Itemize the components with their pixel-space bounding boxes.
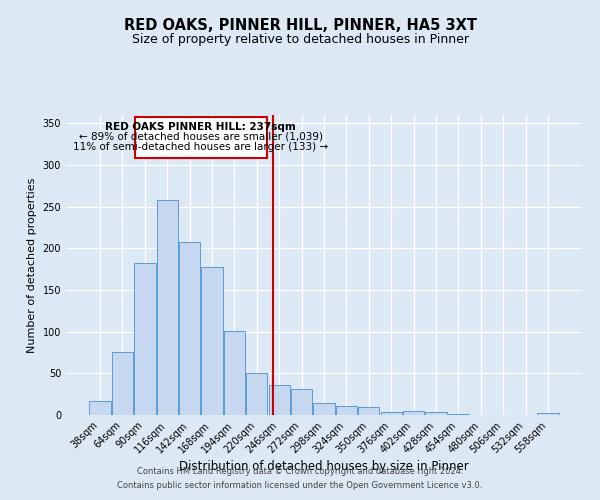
Bar bbox=[112, 352, 133, 415]
Text: Contains public sector information licensed under the Open Government Licence v3: Contains public sector information licen… bbox=[118, 481, 482, 490]
Text: 11% of semi-detached houses are larger (133) →: 11% of semi-detached houses are larger (… bbox=[73, 142, 328, 152]
Bar bbox=[380, 412, 402, 415]
Bar bbox=[134, 262, 155, 415]
Bar bbox=[269, 385, 290, 415]
Y-axis label: Number of detached properties: Number of detached properties bbox=[27, 178, 37, 352]
Bar bbox=[313, 404, 335, 415]
Bar bbox=[358, 406, 379, 415]
Bar bbox=[336, 406, 357, 415]
Text: Size of property relative to detached houses in Pinner: Size of property relative to detached ho… bbox=[131, 32, 469, 46]
Bar bbox=[537, 414, 559, 415]
Text: RED OAKS PINNER HILL: 237sqm: RED OAKS PINNER HILL: 237sqm bbox=[106, 122, 296, 132]
Bar bbox=[403, 411, 424, 415]
Bar bbox=[291, 389, 312, 415]
Bar bbox=[202, 266, 223, 415]
Bar bbox=[425, 412, 446, 415]
X-axis label: Distribution of detached houses by size in Pinner: Distribution of detached houses by size … bbox=[179, 460, 469, 473]
Bar bbox=[448, 414, 469, 415]
Bar bbox=[157, 200, 178, 415]
Bar bbox=[179, 242, 200, 415]
Bar bbox=[89, 401, 111, 415]
Text: Contains HM Land Registry data © Crown copyright and database right 2024.: Contains HM Land Registry data © Crown c… bbox=[137, 467, 463, 476]
Bar bbox=[246, 372, 268, 415]
Bar bbox=[224, 331, 245, 415]
Text: ← 89% of detached houses are smaller (1,039): ← 89% of detached houses are smaller (1,… bbox=[79, 132, 323, 141]
Bar bbox=[135, 116, 267, 158]
Text: RED OAKS, PINNER HILL, PINNER, HA5 3XT: RED OAKS, PINNER HILL, PINNER, HA5 3XT bbox=[124, 18, 476, 32]
